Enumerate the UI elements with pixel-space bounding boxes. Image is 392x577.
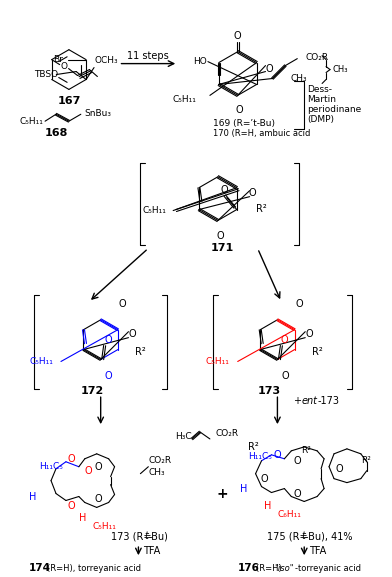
Text: O: O [216, 231, 224, 241]
Text: O: O [281, 372, 289, 381]
Text: O: O [129, 329, 136, 339]
Text: 174: 174 [29, 563, 51, 573]
Text: O: O [296, 299, 303, 309]
Text: R²: R² [312, 347, 323, 357]
Text: CH₃: CH₃ [290, 74, 307, 83]
Text: -Bu), 41%: -Bu), 41% [305, 531, 353, 541]
Text: OCH₃: OCH₃ [94, 56, 118, 65]
Text: C₅H₁₁: C₅H₁₁ [206, 357, 230, 366]
Text: O: O [305, 329, 313, 339]
Text: O: O [95, 462, 102, 472]
Text: 171: 171 [211, 243, 234, 253]
Text: TFA: TFA [143, 546, 161, 556]
Text: H: H [240, 484, 247, 493]
Text: R²: R² [301, 447, 311, 455]
Text: H₃C: H₃C [175, 432, 192, 441]
Text: 170 (R=H, ambuic acid: 170 (R=H, ambuic acid [213, 129, 310, 137]
Text: O: O [85, 466, 93, 475]
Text: H₁₁C₅: H₁₁C₅ [248, 452, 272, 461]
Text: H: H [29, 492, 37, 501]
Text: O: O [119, 299, 126, 309]
Text: R²: R² [361, 456, 371, 465]
Text: ent: ent [301, 396, 317, 406]
Text: -torreyanic acid: -torreyanic acid [295, 564, 361, 572]
Text: O: O [105, 372, 113, 381]
Text: (R=H): (R=H) [256, 564, 284, 572]
Text: Dess-: Dess- [307, 85, 332, 94]
Text: +: + [294, 396, 305, 406]
Text: 173: 173 [258, 386, 281, 396]
Text: O: O [220, 185, 228, 194]
Text: O: O [335, 464, 343, 474]
Text: O: O [234, 31, 241, 41]
Text: O: O [261, 474, 268, 484]
Text: SnBu₃: SnBu₃ [85, 108, 112, 118]
Text: R²: R² [248, 442, 258, 452]
Text: 173 (R=: 173 (R= [111, 531, 151, 541]
Text: C₅H₁₁: C₅H₁₁ [19, 117, 43, 126]
Text: 176: 176 [238, 563, 260, 573]
Text: (R=H), torreyanic acid: (R=H), torreyanic acid [47, 564, 141, 572]
Text: "iso": "iso" [274, 564, 294, 572]
Text: O: O [274, 450, 281, 460]
Text: HO: HO [193, 57, 207, 66]
Text: C₅H₁₁: C₅H₁₁ [29, 357, 53, 366]
Text: C₅H₁₁: C₅H₁₁ [172, 95, 196, 104]
Text: O: O [249, 188, 256, 198]
Text: CH₃: CH₃ [148, 468, 165, 477]
Text: CH₃: CH₃ [332, 65, 348, 74]
Text: -Bu): -Bu) [148, 531, 168, 541]
Text: R²: R² [135, 347, 146, 357]
Text: -173: -173 [317, 396, 339, 406]
Text: O: O [67, 454, 75, 464]
Text: O: O [294, 456, 301, 466]
Text: Br: Br [53, 55, 63, 64]
Text: CO₂R: CO₂R [148, 456, 171, 465]
Text: 169 (R=’t-Bu): 169 (R=’t-Bu) [213, 119, 275, 128]
Text: TBSO: TBSO [34, 70, 58, 79]
Text: O: O [266, 63, 273, 74]
Text: 11 steps: 11 steps [127, 51, 169, 61]
Text: H₁₁C₅: H₁₁C₅ [39, 462, 63, 471]
Text: O: O [67, 501, 75, 511]
Text: 172: 172 [81, 386, 104, 396]
Text: O: O [104, 335, 112, 344]
Text: C₅H₁₁: C₅H₁₁ [93, 522, 116, 531]
Text: O: O [236, 105, 243, 115]
Text: R²: R² [256, 204, 266, 213]
Text: C₅H₁₁: C₅H₁₁ [142, 206, 166, 215]
Text: H: H [264, 501, 271, 511]
Text: C₆H₁₁: C₆H₁₁ [278, 510, 301, 519]
Text: CO₂R: CO₂R [305, 53, 328, 62]
Text: t: t [301, 531, 305, 541]
Text: O: O [60, 62, 67, 71]
Text: periodinane: periodinane [307, 105, 361, 114]
Text: +: + [216, 486, 228, 500]
Text: CO₂R: CO₂R [216, 429, 239, 439]
Text: 175 (R=: 175 (R= [267, 531, 308, 541]
Text: O: O [281, 335, 289, 344]
Text: 168: 168 [44, 128, 68, 138]
Text: (DMP): (DMP) [307, 115, 334, 123]
Text: H: H [79, 514, 87, 523]
Text: Martin: Martin [307, 95, 336, 104]
Text: TFA: TFA [309, 546, 327, 556]
Text: O: O [294, 489, 301, 499]
Text: 167: 167 [57, 96, 81, 106]
Text: t: t [144, 531, 148, 541]
Text: O: O [95, 493, 102, 504]
